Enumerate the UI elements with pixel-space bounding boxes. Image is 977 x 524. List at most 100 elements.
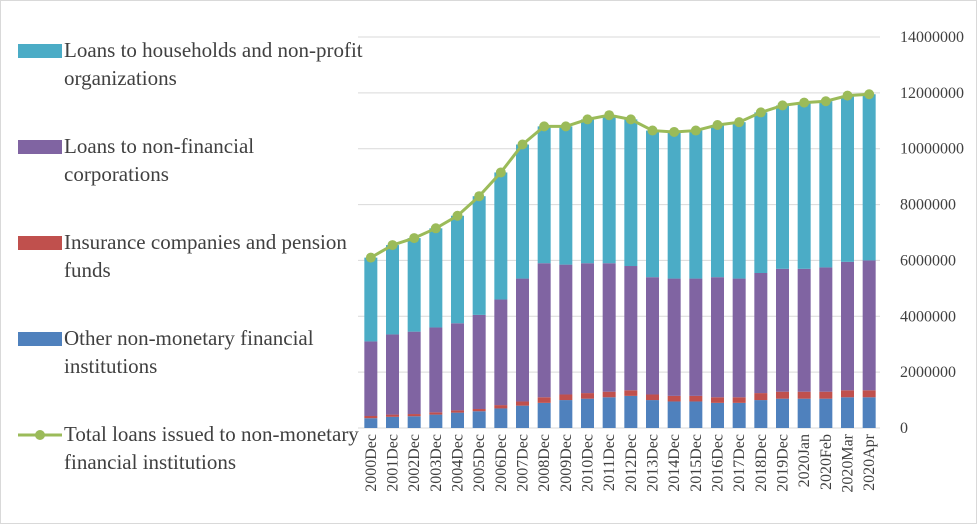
bar-segment <box>516 278 529 402</box>
bar-segment <box>494 408 508 428</box>
bar-segment <box>451 323 464 411</box>
bar-segment <box>494 405 508 409</box>
y-tick-label: 2000000 <box>900 364 956 381</box>
bar-segment <box>624 395 638 428</box>
bar-segment <box>407 414 421 417</box>
bar-segment <box>819 101 833 268</box>
line-marker <box>582 114 593 125</box>
bar-segment <box>689 395 703 402</box>
x-tick-label: 2000Dec <box>363 434 380 492</box>
bar-segment <box>862 390 876 398</box>
bar-segment <box>754 400 768 428</box>
line-marker <box>430 223 441 234</box>
x-tick-label: 2016Dec <box>710 434 727 492</box>
x-tick-label: 2015Dec <box>688 434 705 492</box>
y-tick-label: 12000000 <box>900 85 964 102</box>
bar-segment <box>797 398 811 428</box>
line-marker <box>842 90 853 101</box>
bar-segment <box>364 257 378 342</box>
bar-segment <box>624 266 638 391</box>
line-marker <box>755 107 766 118</box>
line-marker <box>539 121 550 132</box>
legend-key <box>18 44 62 58</box>
bar-segment <box>581 393 594 399</box>
line-marker <box>365 252 376 263</box>
bar-segment <box>364 341 378 416</box>
line-marker <box>712 119 723 130</box>
bar-segment <box>689 278 703 396</box>
bar-segment <box>776 105 789 269</box>
bar-segment <box>602 115 616 264</box>
line-marker <box>669 126 680 137</box>
x-tick-label: 2003Dec <box>428 434 445 492</box>
bar-segment <box>429 414 443 428</box>
line-marker <box>734 117 745 128</box>
bar-segment <box>516 401 529 406</box>
x-tick-label: 2020Mar <box>840 433 857 492</box>
bar-segment <box>516 405 529 428</box>
bar-segment <box>364 418 378 428</box>
bar-segment <box>754 112 768 273</box>
line-marker <box>387 240 398 251</box>
legend-label: Other non-monetary financial institution… <box>64 326 314 378</box>
bar-segment <box>407 238 421 332</box>
bar-segment <box>451 215 464 324</box>
line-marker <box>690 125 701 136</box>
bar-segment <box>494 172 508 300</box>
bar-segment <box>472 196 486 315</box>
bar-segment <box>711 124 724 278</box>
legend-item: Loans to households and non-profit organ… <box>14 36 364 132</box>
bar-segment <box>559 126 573 265</box>
line-marker <box>820 96 831 107</box>
x-tick-label: 2012Dec <box>623 434 640 492</box>
bar-segment <box>711 397 724 403</box>
legend-label: Insurance companies and pension funds <box>64 230 347 282</box>
bar-segment <box>516 144 529 279</box>
x-tick-label: 2004Dec <box>450 434 467 492</box>
bar-segment <box>559 264 573 395</box>
line-marker <box>495 167 506 178</box>
bar-segment <box>689 130 703 279</box>
x-tick-label: 2007Dec <box>515 434 532 492</box>
bar-segment <box>819 398 833 428</box>
bar-segment <box>537 402 551 428</box>
bar-segment <box>754 272 768 394</box>
line-marker <box>560 121 571 132</box>
bar-segment <box>429 412 443 415</box>
x-tick-label: 2005Dec <box>471 434 488 492</box>
x-tick-label: 2014Dec <box>666 434 683 492</box>
bar-segment <box>841 390 854 398</box>
bar-segment <box>386 245 399 335</box>
bar-segment <box>732 402 746 428</box>
legend-item: Other non-monetary financial institution… <box>14 324 364 420</box>
legend-swatch <box>18 140 62 154</box>
y-tick-label: 14000000 <box>900 29 964 46</box>
x-tick-label: 2008Dec <box>536 434 553 492</box>
bar-segment <box>472 411 486 428</box>
bar-segment <box>711 402 724 428</box>
y-tick-label: 0 <box>900 420 908 437</box>
line-marker <box>517 139 528 150</box>
legend-item: Total loans issued to non-monetary finan… <box>14 420 364 516</box>
x-tick-label: 2020Feb <box>818 434 835 490</box>
line-marker <box>474 191 485 202</box>
bar-segment <box>862 260 876 391</box>
y-tick-label: 6000000 <box>900 252 956 269</box>
bar-segment <box>537 126 551 264</box>
bar-segment <box>711 277 724 398</box>
x-tick-label: 2017Dec <box>731 434 748 492</box>
legend-marker <box>35 430 45 440</box>
bar-segment <box>646 394 659 401</box>
bar-segment <box>602 397 616 428</box>
legend-key <box>18 430 62 440</box>
bar-segment <box>667 395 681 402</box>
x-tick-label: 2009Dec <box>558 434 575 492</box>
y-tick-label: 4000000 <box>900 308 956 325</box>
legend-label: Loans to non-financial corporations <box>64 134 255 186</box>
bar-segment <box>841 261 854 391</box>
legend: Loans to households and non-profit organ… <box>14 36 364 516</box>
bar-segment <box>754 393 768 401</box>
bar-segment <box>776 398 789 428</box>
bar-segment <box>451 410 464 413</box>
